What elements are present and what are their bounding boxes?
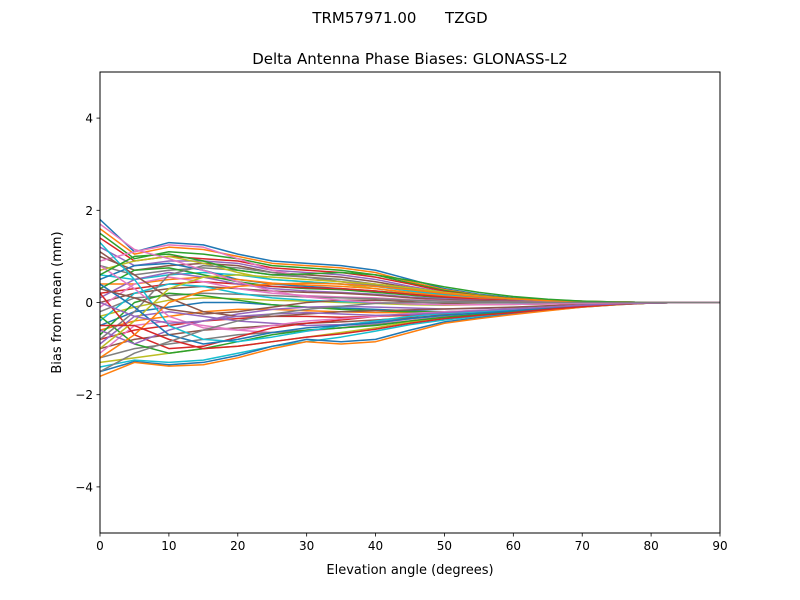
y-tick-label: 2 xyxy=(85,204,93,218)
y-tick-label: 4 xyxy=(85,112,93,126)
station-name: TRM57971.00 xyxy=(312,9,417,27)
y-tick-label: −2 xyxy=(75,388,93,402)
x-axis: 0 10 20 30 40 50 60 70 80 90 xyxy=(96,533,728,553)
figure-suptitle: TRM57971.00 TZGD xyxy=(0,9,800,27)
y-axis-label: Bias from mean (mm) xyxy=(50,231,65,373)
x-tick-label: 90 xyxy=(712,539,727,553)
series-line-48 xyxy=(100,301,720,373)
y-tick-label: −4 xyxy=(75,480,93,494)
site-code: TZGD xyxy=(445,9,488,27)
x-tick-label: 0 xyxy=(96,539,104,553)
x-tick-label: 40 xyxy=(368,539,383,553)
y-axis: −4 −2 0 2 4 xyxy=(75,112,100,494)
x-tick-label: 20 xyxy=(230,539,245,553)
x-tick-label: 60 xyxy=(506,539,521,553)
x-tick-label: 80 xyxy=(643,539,658,553)
series-layer xyxy=(100,218,720,377)
x-axis-label: Elevation angle (degrees) xyxy=(326,563,493,578)
x-tick-label: 30 xyxy=(299,539,314,553)
series-line-45 xyxy=(100,301,720,324)
chart-title: Delta Antenna Phase Biases: GLONASS-L2 xyxy=(252,50,568,68)
x-tick-label: 50 xyxy=(437,539,452,553)
y-tick-label: 0 xyxy=(85,296,93,310)
x-tick-label: 10 xyxy=(161,539,176,553)
x-tick-label: 70 xyxy=(575,539,590,553)
